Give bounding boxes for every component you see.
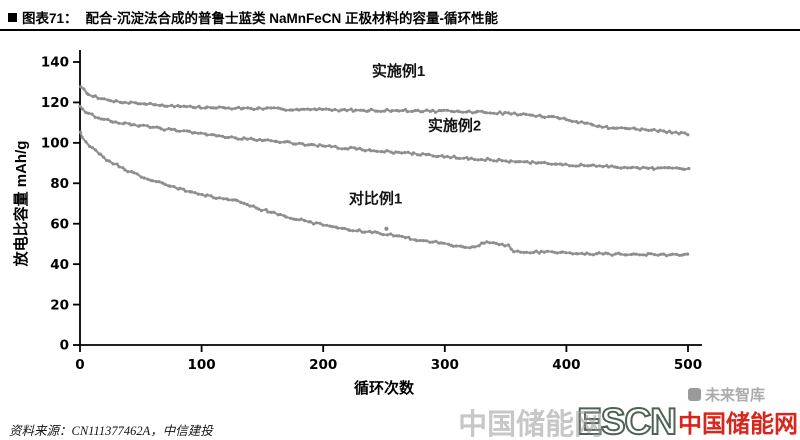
series-label-3: 对比例1 — [349, 190, 402, 208]
y-tick-label: 0 — [60, 338, 69, 354]
y-axis-label: 放电比容量 mAh/g — [12, 141, 30, 268]
figure-bullet-icon — [8, 12, 17, 22]
watermark-future-thinktank: 未来智库 — [688, 384, 765, 405]
series-label-2: 实施例2 — [428, 117, 481, 135]
x-axis-label: 循环次数 — [354, 379, 415, 397]
series-1: 实施例1 — [79, 62, 690, 137]
escn-gray-watermark: 中国储能网 — [458, 409, 604, 440]
watermark-escn: 中国储能网 ESCN 中国储能网 — [458, 401, 798, 440]
x-tick-label: 500 — [674, 357, 702, 373]
y-tick-label: 60 — [50, 216, 69, 232]
figure-title: 配合-沉淀法合成的普鲁士蓝类 NaMnFeCN 正极材料的容量-循环性能 — [85, 11, 499, 26]
y-tick-label: 20 — [50, 297, 69, 313]
x-tick-label: 100 — [188, 357, 216, 373]
y-tick-label: 120 — [41, 95, 69, 111]
header-divider — [0, 29, 800, 31]
x-tick-label: 400 — [552, 357, 580, 373]
axes — [73, 50, 702, 352]
source-note: 资料来源：CN111377462A，中信建投 — [9, 424, 213, 438]
x-tick-label: 300 — [431, 357, 459, 373]
escn-logo-abbr: ESCN — [576, 401, 678, 440]
thinktank-logo-icon — [688, 388, 701, 401]
y-tick-label: 40 — [50, 257, 69, 273]
y-tick-label: 80 — [50, 176, 69, 192]
capacity-cycle-chart: 0 20 40 60 80 100 120 140 0 100 200 300 400 500 放电比容量 … — [12, 50, 702, 397]
escn-logo-name: 中国储能网 — [678, 411, 798, 438]
series-label-1: 实施例1 — [372, 62, 425, 80]
y-tick-label: 140 — [41, 55, 69, 71]
y-tick-label: 100 — [41, 136, 69, 152]
figure-header: 图表71： 配合-沉淀法合成的普鲁士蓝类 NaMnFeCN 正极材料的容量-循环… — [8, 7, 498, 27]
x-tick-label: 200 — [309, 357, 337, 373]
series-3: 对比例1 — [78, 130, 690, 258]
x-tick-label: 0 — [75, 357, 84, 373]
figure-number: 图表71： — [22, 11, 78, 26]
thinktank-label: 未来智库 — [705, 387, 766, 404]
series-2: 实施例2 — [78, 104, 691, 171]
